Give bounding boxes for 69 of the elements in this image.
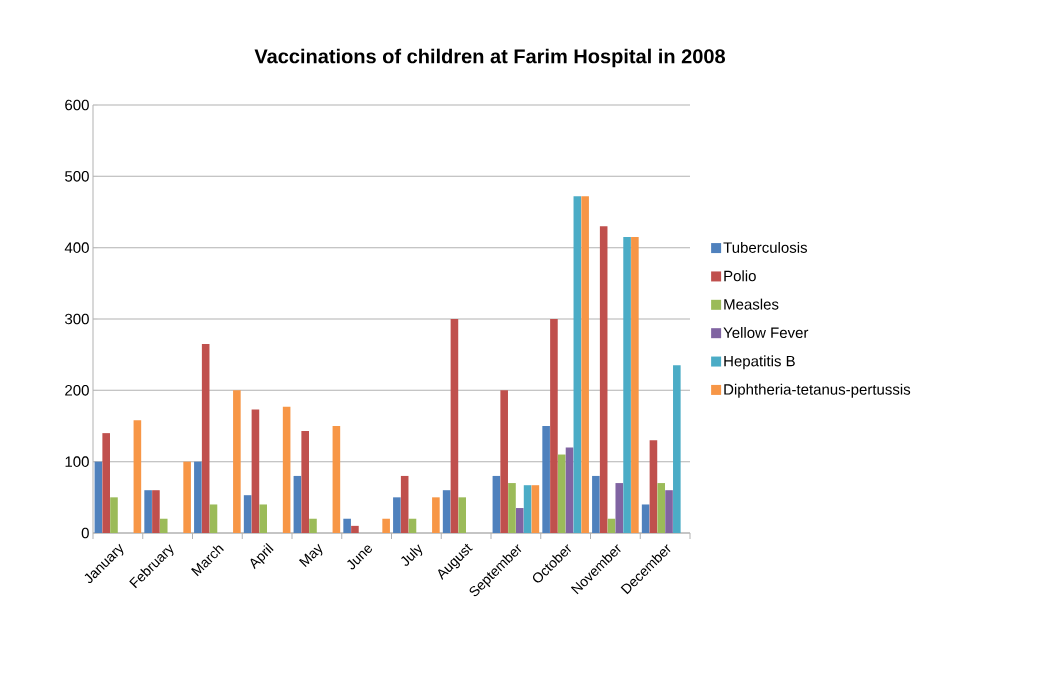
bar <box>592 475 600 533</box>
bar <box>301 430 309 533</box>
bar <box>251 409 260 533</box>
bar <box>259 504 268 533</box>
bar <box>599 226 608 533</box>
bar <box>581 196 589 533</box>
bar <box>209 504 218 533</box>
bar <box>309 518 317 533</box>
legend-label: Polio <box>724 270 756 282</box>
bar <box>565 447 574 533</box>
x-tick-label: May <box>299 543 323 567</box>
bar <box>159 518 168 533</box>
bar <box>649 440 658 533</box>
bar <box>233 390 241 533</box>
bar <box>94 461 103 533</box>
y-tick-label: 0 <box>81 527 89 539</box>
bar <box>393 497 401 533</box>
bar <box>152 490 160 533</box>
bar <box>144 490 152 533</box>
bar <box>523 485 532 533</box>
bar <box>657 483 666 533</box>
bar <box>458 497 467 533</box>
bar <box>343 518 351 533</box>
legend-label: Hepatitis B <box>724 355 795 370</box>
bar <box>432 497 440 533</box>
legend-label: Yellow Fever <box>723 327 809 339</box>
y-tick-label: 200 <box>65 385 89 396</box>
legend-label: Tuberculosis <box>723 241 808 253</box>
bar <box>201 343 210 533</box>
bar <box>400 475 409 533</box>
y-tick-label: 600 <box>65 99 89 111</box>
bar <box>243 495 252 533</box>
bar <box>442 490 451 533</box>
bar <box>332 426 341 533</box>
bar <box>102 433 110 533</box>
bar <box>550 319 558 533</box>
bar <box>293 475 302 533</box>
bar <box>542 426 550 533</box>
x-tick-label: July <box>401 544 423 566</box>
bar <box>615 483 624 533</box>
bar <box>665 490 673 533</box>
bar <box>515 508 524 533</box>
bar <box>623 236 631 533</box>
chart-title: Vaccinations of children at Farim Hospital in 2008 <box>254 48 726 68</box>
bar <box>133 420 142 533</box>
bar <box>641 504 650 533</box>
bar <box>183 461 191 533</box>
bar <box>492 475 501 533</box>
bar <box>194 461 202 533</box>
y-tick-label: 400 <box>64 242 89 253</box>
bar <box>531 485 540 533</box>
bar <box>673 365 681 533</box>
bar <box>450 319 459 533</box>
bar <box>500 390 508 533</box>
bar <box>631 236 639 533</box>
bar <box>508 483 516 533</box>
bar <box>573 196 582 533</box>
bar <box>351 525 359 533</box>
legend-label: Diphtheria-tetanus-pertussis <box>724 383 911 398</box>
bar <box>282 406 291 533</box>
bar <box>382 518 390 533</box>
bar <box>557 454 566 533</box>
legend-label: Measles <box>724 298 779 310</box>
y-tick-label: 500 <box>65 171 89 182</box>
y-tick-label: 100 <box>65 456 89 467</box>
bar <box>110 497 118 533</box>
y-tick-label: 300 <box>65 313 89 325</box>
bar <box>408 518 417 533</box>
bar <box>607 518 616 533</box>
